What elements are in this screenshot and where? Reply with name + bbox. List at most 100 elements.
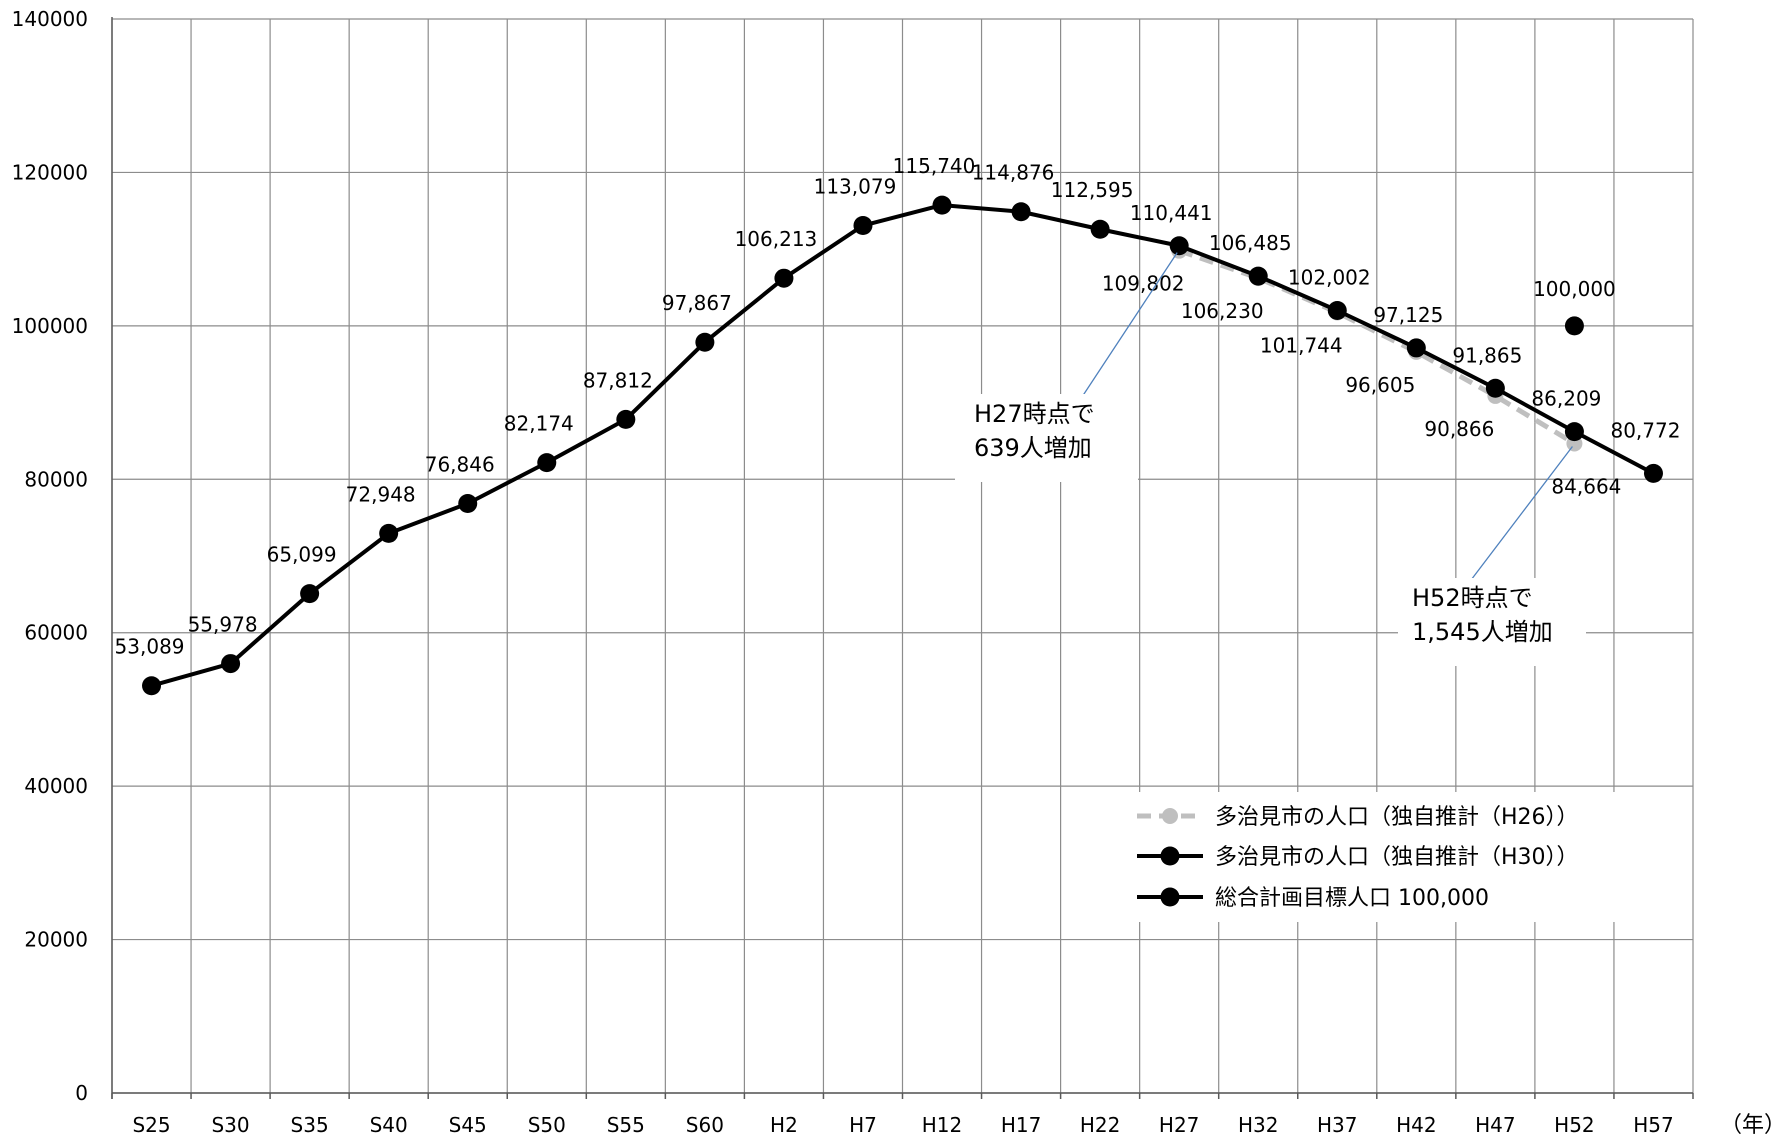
data-label-h30: 72,948: [346, 482, 416, 506]
data-label-h30: 80,772: [1610, 418, 1680, 442]
x-tick-label: H47: [1475, 1113, 1516, 1137]
data-point-1: [1564, 422, 1584, 442]
x-tick-label: S60: [686, 1113, 724, 1137]
x-tick-label: H52: [1554, 1113, 1595, 1137]
data-point-1: [1248, 266, 1268, 286]
data-point-2: [1564, 316, 1584, 336]
callout-box-h27: [955, 394, 1138, 482]
data-point-1: [695, 332, 715, 352]
y-tick-label: 120000: [12, 160, 88, 184]
x-tick-label: H37: [1317, 1113, 1358, 1137]
data-label-target: 100,000: [1533, 277, 1616, 301]
data-label-h30: 113,079: [814, 175, 897, 199]
data-label-h30: 106,485: [1209, 231, 1292, 255]
callout-line2: 1,545人増加: [1412, 618, 1553, 646]
x-tick-label: S55: [607, 1113, 645, 1137]
x-tick-label: H7: [849, 1113, 877, 1137]
data-point-1: [1327, 300, 1347, 320]
data-label-h30: 55,978: [188, 613, 258, 637]
data-point-1: [774, 268, 794, 288]
data-label-h30: 76,846: [425, 452, 495, 476]
y-tick-label: 100000: [12, 314, 88, 338]
x-tick-label: H57: [1633, 1113, 1674, 1137]
data-label-h26: 106,230: [1181, 299, 1264, 323]
data-label-h30: 82,174: [504, 412, 574, 436]
x-tick-label: H12: [922, 1113, 963, 1137]
data-label-h26: 109,802: [1102, 272, 1185, 296]
x-tick-label: H17: [1001, 1113, 1042, 1137]
x-tick-label: S35: [291, 1113, 329, 1137]
callout-line1: H27時点で: [974, 400, 1095, 428]
legend-entry-label: 多治見市の人口（独自推計（H30））: [1215, 845, 1579, 870]
x-tick-label: H2: [770, 1113, 798, 1137]
data-label-h30: 106,213: [735, 227, 818, 251]
y-tick-label: 20000: [24, 928, 88, 952]
legend-swatch-marker: [1162, 808, 1178, 824]
x-tick-label: S30: [211, 1113, 249, 1137]
data-label-h26: 84,664: [1551, 475, 1621, 499]
x-tick-label: H32: [1238, 1113, 1279, 1137]
y-tick-label: 0: [75, 1081, 88, 1105]
data-label-h30: 91,865: [1452, 343, 1522, 367]
y-tick-label: 80000: [24, 467, 88, 491]
x-tick-label: S45: [449, 1113, 487, 1137]
data-point-1: [1643, 463, 1663, 483]
series-layer: [142, 195, 1663, 696]
data-point-1: [853, 216, 873, 236]
data-label-h30: 114,876: [972, 161, 1055, 185]
legend-entry-label: 多治見市の人口（独自推計（H26））: [1215, 805, 1579, 830]
x-tick-label: H22: [1080, 1113, 1121, 1137]
data-point-1: [142, 676, 162, 696]
data-point-1: [537, 453, 557, 473]
data-point-1: [1485, 378, 1505, 398]
callout-box-h52: [1398, 578, 1586, 666]
data-point-1: [300, 584, 320, 604]
data-label-h30: 97,125: [1373, 303, 1443, 327]
y-tick-label: 40000: [24, 774, 88, 798]
data-point-1: [1090, 219, 1110, 239]
data-point-1: [458, 493, 478, 513]
plot-grid: [111, 18, 1694, 1094]
data-point-1: [1169, 236, 1189, 256]
callout-leader-h27: [1079, 252, 1178, 401]
data-label-h30: 65,099: [267, 543, 337, 567]
x-tick-label: H42: [1396, 1113, 1437, 1137]
data-label-h30: 87,812: [583, 368, 653, 392]
legend-entry-label: 総合計画目標人口 100,000: [1215, 886, 1489, 911]
legend-swatch-marker: [1160, 846, 1180, 866]
series-line-1: [150, 203, 1655, 688]
data-label-h30: 97,867: [662, 291, 732, 315]
data-point-1: [1406, 338, 1426, 358]
x-tick-label: S50: [528, 1113, 566, 1137]
callout-line1: H52時点で: [1412, 584, 1533, 612]
x-axis-unit-label: （年）: [1720, 1113, 1775, 1138]
legend-swatch-marker: [1160, 887, 1180, 907]
x-tick-label: H27: [1159, 1113, 1200, 1137]
data-label-h30: 115,740: [893, 154, 976, 178]
axes: 0 20000 40000 60000 80000 100000 120000 140000 S…: [12, 7, 1775, 1138]
data-label-h26: 101,744: [1260, 333, 1343, 357]
data-point-1: [379, 523, 399, 543]
y-tick-label: 140000: [12, 7, 88, 31]
data-point-1: [1011, 202, 1031, 222]
data-label-h26: 96,605: [1345, 373, 1415, 397]
x-tick-label: S40: [370, 1113, 408, 1137]
series-line-0: [1178, 248, 1576, 446]
legend: 多治見市の人口（独自推計（H26）） 多治見市の人口（独自推計（H30）） 総合計画…: [1128, 792, 1620, 922]
data-label-h30: 112,595: [1051, 178, 1134, 202]
y-tick-label: 60000: [24, 621, 88, 645]
data-label-h30: 102,002: [1288, 265, 1371, 289]
data-point-1: [616, 409, 636, 429]
data-label-h30: 110,441: [1130, 201, 1213, 225]
data-label-h30: 53,089: [115, 635, 185, 659]
data-label-h26: 90,866: [1424, 417, 1494, 441]
data-point-1: [932, 195, 952, 215]
callout-line2: 639人増加: [974, 434, 1092, 462]
callout-leader-h52: [1467, 446, 1573, 585]
legend-box: [1128, 792, 1620, 922]
annotations-layer: H27時点で 639人増加 H52時点で 1,545人増加: [955, 252, 1586, 666]
data-label-h30: 86,209: [1531, 387, 1601, 411]
x-tick-label: S25: [132, 1113, 170, 1137]
